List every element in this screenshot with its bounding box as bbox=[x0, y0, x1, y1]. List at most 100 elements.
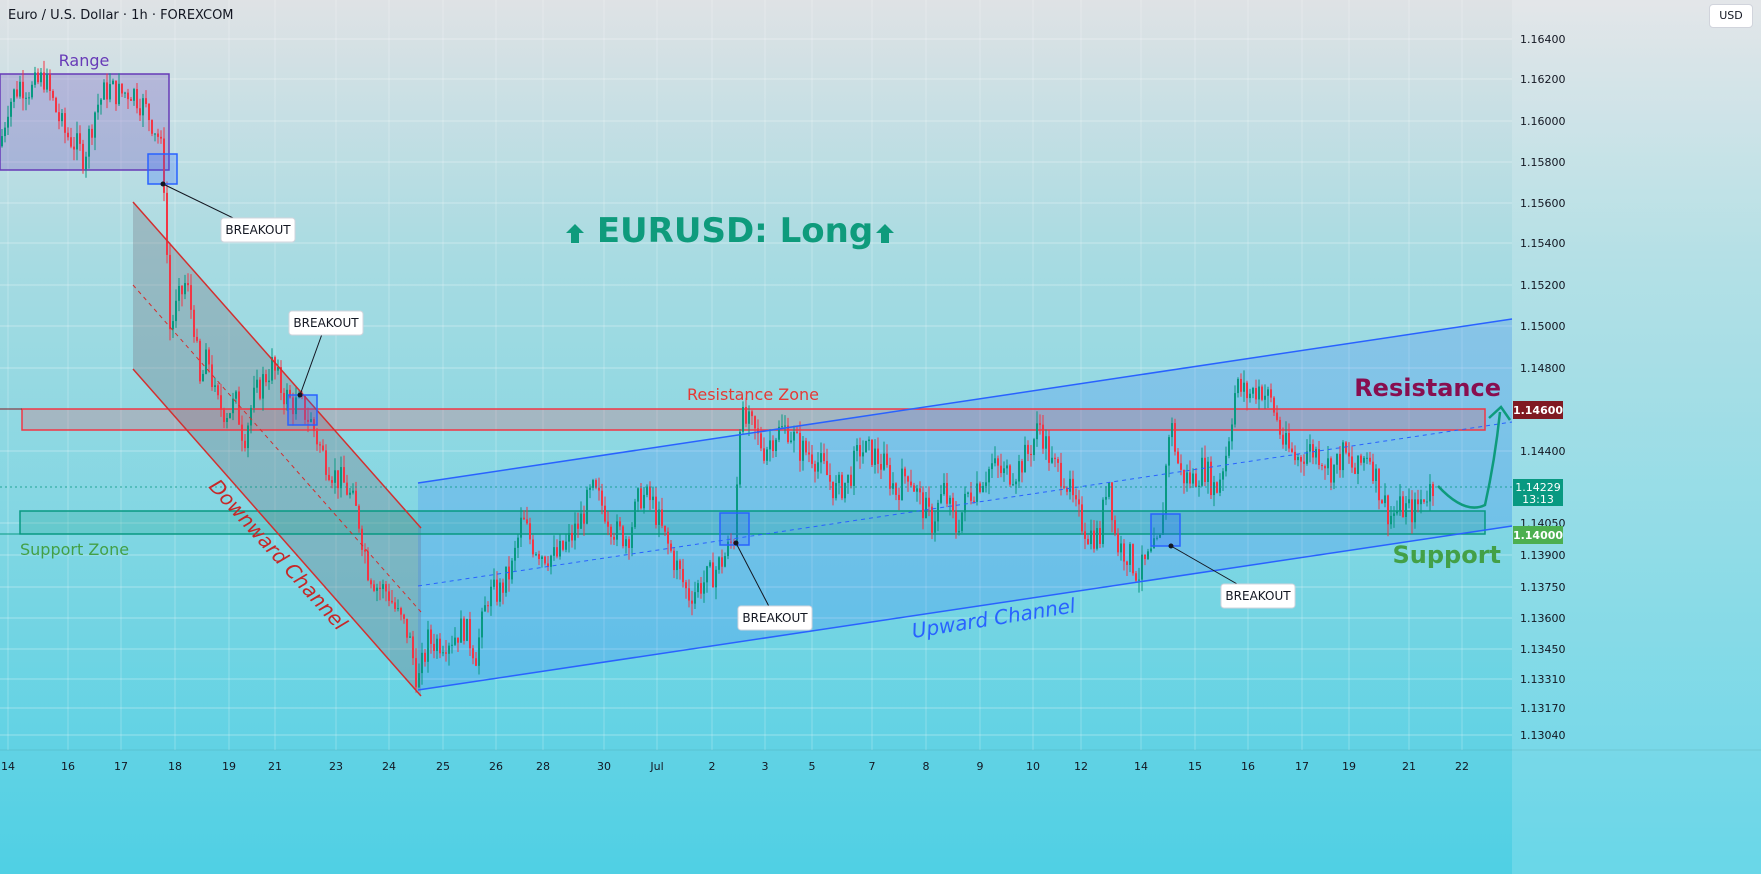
candle-body bbox=[622, 526, 624, 547]
candle-body bbox=[685, 582, 687, 589]
support-price-text: 1.14000 bbox=[1513, 529, 1563, 542]
candle-body bbox=[748, 411, 750, 424]
support-zone-label: Support Zone bbox=[20, 540, 129, 559]
breakout-label-box bbox=[220, 217, 296, 243]
candle-body bbox=[1120, 543, 1122, 553]
symbol-title[interactable]: Euro / U.S. Dollar · 1h · FOREXCOM bbox=[8, 8, 234, 23]
candle-body bbox=[550, 555, 552, 567]
candle-body bbox=[1156, 537, 1158, 539]
candle-body bbox=[796, 431, 798, 433]
candle-body bbox=[1216, 482, 1218, 493]
candle-body bbox=[886, 453, 888, 466]
candle-body bbox=[487, 605, 489, 607]
time-tick-label: 22 bbox=[1455, 760, 1469, 773]
candle-body bbox=[262, 374, 264, 399]
price-tick-label: 1.13040 bbox=[1520, 729, 1566, 742]
candle-body bbox=[1348, 452, 1350, 457]
candle-body bbox=[850, 474, 852, 486]
candle-body bbox=[1402, 496, 1404, 517]
candle-body bbox=[460, 618, 462, 643]
candle-body bbox=[1288, 433, 1290, 449]
candle-body bbox=[655, 496, 657, 525]
candle-body bbox=[175, 300, 177, 322]
candle-body bbox=[130, 99, 132, 101]
candle-body bbox=[1114, 520, 1116, 534]
breakout-label-box bbox=[288, 310, 364, 336]
time-axis[interactable]: 14 16 17 18 19 21 23 24 25 26 28 30 Jul 2 3 5 7 8 9 10 12 14 1… bbox=[0, 749, 1761, 773]
candle-body bbox=[235, 391, 237, 399]
candle-body bbox=[814, 463, 816, 472]
upward-channel-top bbox=[417, 318, 1513, 484]
time-tick-label: 23 bbox=[329, 760, 343, 773]
candle-body bbox=[202, 373, 204, 382]
candle-body bbox=[511, 560, 513, 580]
candle-body bbox=[1390, 515, 1392, 525]
candle-body bbox=[1054, 457, 1056, 460]
candle-body bbox=[256, 379, 258, 388]
candle-body bbox=[613, 536, 615, 540]
candle-body bbox=[259, 379, 261, 399]
candle-body bbox=[1105, 496, 1107, 500]
price-axis[interactable]: 1.16400 1.16200 1.16000 1.15800 1.15600 1.154… bbox=[1512, 0, 1761, 874]
candle-body bbox=[868, 439, 870, 442]
candle-body bbox=[1153, 538, 1155, 549]
candle-body bbox=[304, 396, 306, 420]
candle-body bbox=[1423, 499, 1425, 502]
candle-body bbox=[1024, 444, 1026, 473]
support-zone-box bbox=[19, 510, 1486, 535]
candle-body bbox=[271, 357, 273, 381]
candle-body bbox=[223, 409, 225, 423]
candle-body bbox=[1159, 534, 1161, 538]
candle-body bbox=[517, 537, 519, 548]
candle-body bbox=[649, 486, 651, 501]
price-tick-label: 1.13750 bbox=[1520, 581, 1566, 594]
candle-body bbox=[505, 566, 507, 593]
candle-body bbox=[109, 84, 111, 100]
candle-body bbox=[910, 481, 912, 486]
candle-body bbox=[712, 562, 714, 588]
candle-body bbox=[1276, 412, 1278, 420]
candle-body bbox=[1069, 478, 1071, 492]
breakout-box bbox=[1150, 513, 1181, 547]
candle-body bbox=[631, 527, 633, 548]
candle-body bbox=[1129, 544, 1131, 565]
candle-body bbox=[334, 470, 336, 483]
candle-body bbox=[466, 618, 468, 641]
candle-body bbox=[604, 505, 606, 522]
candle-body bbox=[1309, 444, 1311, 452]
candle-body bbox=[529, 523, 531, 540]
candles-layer bbox=[1, 60, 1434, 693]
candle-body bbox=[1090, 530, 1092, 545]
candle-body bbox=[1171, 423, 1173, 438]
candle-body bbox=[73, 146, 75, 150]
candle-body bbox=[1198, 485, 1200, 487]
breakout-label-box bbox=[1220, 583, 1296, 609]
candle-body bbox=[1360, 455, 1362, 463]
candle-body bbox=[1132, 544, 1134, 574]
candle-body bbox=[427, 629, 429, 662]
candle-body bbox=[916, 488, 918, 492]
candle-body bbox=[160, 136, 162, 139]
candle-body bbox=[178, 285, 180, 301]
candle-body bbox=[742, 406, 744, 432]
candle-body bbox=[634, 501, 636, 528]
candle-body bbox=[1048, 436, 1050, 463]
currency-badge[interactable]: USD bbox=[1709, 4, 1753, 28]
candle-body bbox=[121, 83, 123, 94]
candle-body bbox=[139, 108, 141, 116]
candle-body bbox=[1354, 467, 1356, 474]
candle-body bbox=[103, 82, 105, 100]
support-price-tag bbox=[1513, 526, 1563, 544]
candle-body bbox=[31, 84, 33, 98]
candle-body bbox=[478, 637, 480, 666]
candle-body bbox=[1039, 423, 1041, 425]
candle-body bbox=[1165, 465, 1167, 514]
candle-body bbox=[688, 588, 690, 601]
candle-body bbox=[985, 482, 987, 486]
candle-body bbox=[247, 425, 249, 449]
candle-body bbox=[1102, 499, 1104, 544]
candle-body bbox=[1291, 448, 1293, 452]
candle-body bbox=[934, 521, 936, 533]
